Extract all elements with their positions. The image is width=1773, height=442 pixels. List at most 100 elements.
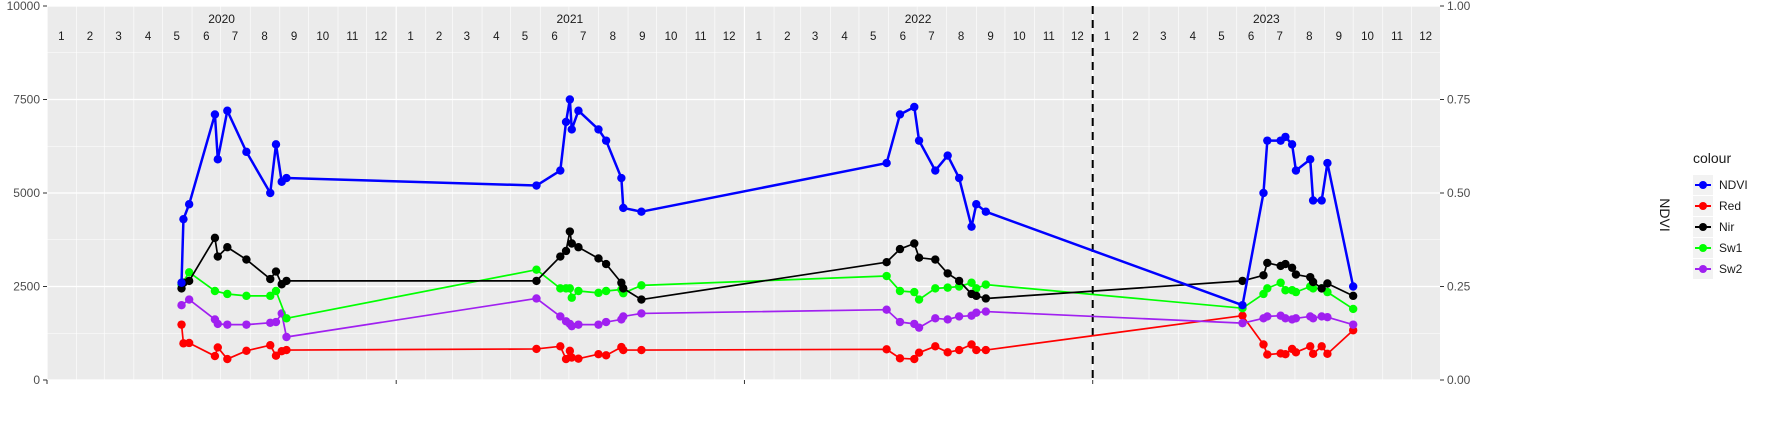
data-point-red	[242, 346, 251, 356]
data-point-red	[954, 345, 964, 355]
data-point-ndvi	[601, 136, 611, 145]
data-point-sw2	[981, 307, 991, 316]
month-label: 1	[1104, 31, 1110, 43]
data-point-sw1	[594, 288, 603, 298]
data-point-sw1	[1263, 284, 1272, 293]
data-point-ndvi	[637, 207, 646, 216]
data-point-nir	[1308, 277, 1318, 287]
data-point-red	[637, 345, 646, 355]
data-point-ndvi	[567, 125, 576, 134]
data-point-red	[574, 354, 583, 363]
data-point-ndvi	[882, 158, 891, 168]
month-label: 2	[436, 31, 442, 43]
month-label: 12	[723, 31, 736, 43]
data-point-sw2	[619, 312, 628, 321]
data-point-ndvi	[223, 106, 232, 115]
data-point-sw2	[1348, 320, 1358, 329]
data-point-ndvi	[556, 166, 565, 175]
data-point-red	[1259, 340, 1268, 349]
month-label: 4	[493, 31, 500, 43]
year-label: 2021	[557, 12, 584, 26]
data-point-nir	[210, 233, 220, 243]
data-point-nir	[1287, 263, 1297, 272]
data-point-nir	[574, 243, 583, 252]
data-point-sw1	[931, 284, 940, 293]
data-point-ndvi	[1259, 188, 1268, 198]
data-point-red	[1263, 350, 1272, 359]
data-point-nir	[271, 267, 281, 276]
series-red	[177, 311, 1358, 364]
month-label: 9	[291, 31, 297, 43]
data-point-ndvi	[242, 147, 251, 157]
month-label: 10	[1013, 31, 1026, 43]
y-tick-label: 2500	[13, 280, 40, 294]
data-point-red	[210, 351, 220, 361]
y2-tick-label: 0.50	[1447, 186, 1471, 200]
data-point-sw2	[954, 312, 964, 321]
month-label: 1	[58, 31, 64, 43]
data-point-nir	[1263, 258, 1272, 268]
data-point-nir	[282, 276, 291, 286]
month-label: 3	[812, 31, 818, 43]
month-label: 10	[316, 31, 329, 43]
data-point-nir	[1238, 276, 1247, 286]
year-labels: 2020 2021 2022 2023	[208, 12, 1280, 26]
data-point-ndvi	[532, 181, 541, 190]
data-point-ndvi	[967, 222, 976, 231]
data-point-red	[565, 346, 575, 356]
month-label: 2	[1132, 31, 1138, 43]
data-point-sw2	[594, 320, 603, 329]
month-label: 6	[551, 31, 557, 43]
data-point-nir	[601, 259, 611, 269]
data-point-nir	[1259, 271, 1268, 280]
data-point-ndvi	[594, 125, 603, 134]
data-point-sw1	[184, 268, 194, 277]
legend-label-sw1: Sw1	[1719, 241, 1743, 255]
data-point-nir	[184, 276, 194, 286]
legend-key-point	[1699, 244, 1707, 252]
data-point-sw1	[1308, 284, 1318, 293]
data-point-red	[223, 354, 232, 364]
data-point-sw1	[574, 286, 583, 296]
month-label: 4	[145, 31, 152, 43]
data-point-nir	[556, 252, 565, 261]
data-point-nir	[619, 284, 628, 293]
y-tick-label: 10000	[7, 0, 41, 13]
data-point-sw2	[931, 314, 940, 323]
data-point-nir	[1317, 284, 1326, 293]
data-point-sw1	[532, 265, 541, 274]
y-axis-right: 0.00 0.25 0.50 0.75 1.00	[1440, 0, 1471, 387]
data-point-red	[532, 344, 541, 354]
data-point-red	[972, 345, 981, 355]
data-point-sw1	[271, 286, 281, 296]
data-point-ndvi	[266, 188, 275, 198]
data-point-red	[967, 340, 976, 349]
data-point-ndvi	[972, 200, 981, 209]
data-point-sw1	[981, 280, 991, 289]
data-point-nir	[914, 253, 924, 262]
legend-key-point	[1699, 223, 1707, 231]
data-point-sw2	[556, 312, 565, 321]
legend-label-ndvi: NDVI	[1719, 178, 1748, 192]
data-point-ndvi	[931, 166, 940, 175]
data-point-sw1	[914, 295, 924, 304]
data-point-nir	[981, 294, 991, 303]
data-point-sw2	[177, 301, 186, 310]
data-point-ndvi	[565, 95, 575, 104]
month-label: 7	[580, 31, 586, 43]
data-point-red	[1238, 311, 1247, 320]
data-point-sw2	[574, 320, 583, 329]
data-point-sw2	[1281, 314, 1290, 323]
data-point-ndvi	[1263, 136, 1272, 145]
data-point-nir	[954, 276, 964, 286]
data-point-ndvi	[914, 136, 924, 145]
month-label: 10	[665, 31, 678, 43]
data-point-nir	[594, 254, 603, 263]
month-label: 6	[1248, 31, 1254, 43]
data-point-sw2	[223, 320, 232, 329]
data-point-red	[1317, 342, 1326, 351]
data-point-sw1	[1281, 286, 1290, 295]
data-point-ndvi	[1308, 196, 1318, 205]
data-point-sw1	[882, 271, 891, 281]
data-point-sw2	[271, 317, 281, 327]
